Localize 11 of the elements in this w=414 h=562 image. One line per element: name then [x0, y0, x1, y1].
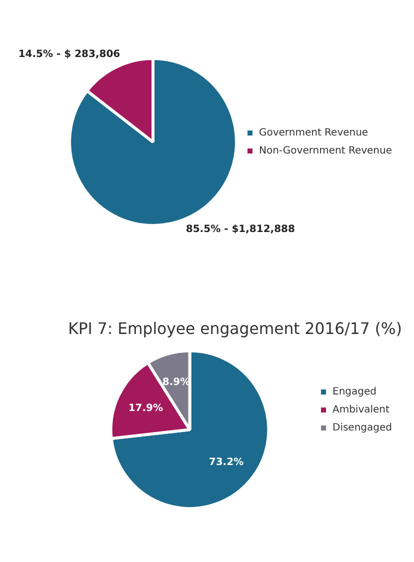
legend-label: Engaged: [332, 386, 376, 398]
data-label: 14.5% - $ 283,806: [18, 49, 120, 60]
legend-label: Ambivalent: [332, 404, 390, 416]
legend-label: Non-Government Revenue: [258, 146, 392, 157]
legend-label: Disengaged: [332, 422, 392, 434]
data-label: 73.2%: [208, 456, 244, 468]
chart-title: KPI 7: Employee engagement 2016/17 (%): [68, 318, 402, 338]
data-label: 85.5% - $1,812,888: [186, 224, 295, 236]
data-label: 8.9%: [162, 377, 190, 388]
legend-label: Government Revenue: [258, 128, 368, 139]
data-label: 17.9%: [128, 402, 164, 414]
